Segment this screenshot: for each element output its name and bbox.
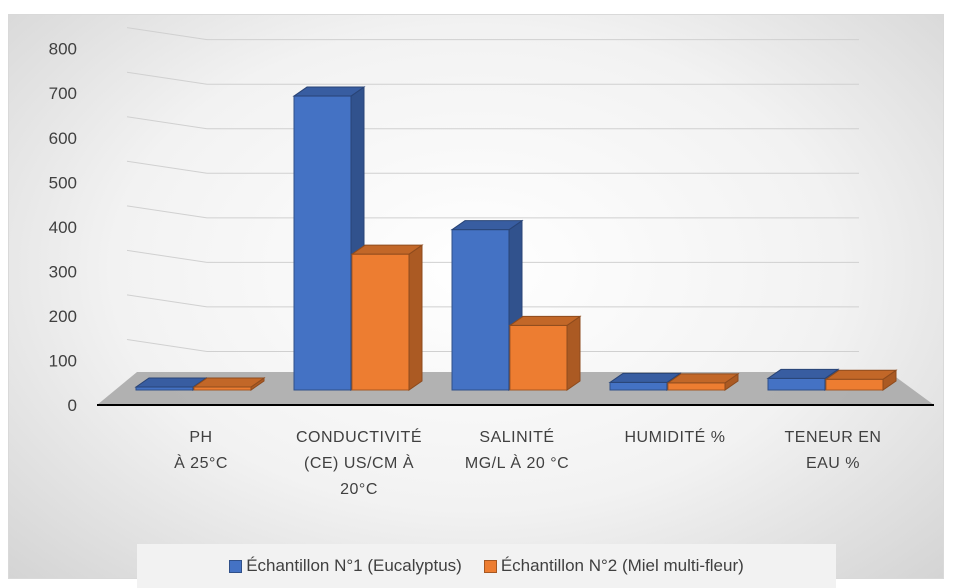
- legend-label-series-2: Échantillon N°2 (Miel multi-fleur): [500, 556, 744, 575]
- bar-1-front: [767, 377, 826, 391]
- bar-1-top: [134, 377, 208, 388]
- gridline-diagonal: [126, 160, 208, 174]
- y-tick-label: 0: [68, 396, 77, 415]
- bar-1-top: [608, 372, 682, 383]
- bar-2-front: [351, 253, 410, 391]
- gridline-diagonal: [126, 71, 208, 85]
- chart-plot: 0 100 200 300 400 500 600 700 800 PH À 25°C CONDUCT…: [49, 27, 934, 498]
- bar-2-side: [408, 244, 423, 391]
- gridline-diagonal: [126, 27, 208, 41]
- gridline-diagonal: [126, 205, 208, 219]
- category-label-2: 20°C: [340, 481, 378, 498]
- category-label-2: CONDUCTIVITÉ: [296, 427, 422, 446]
- bar-2-top: [350, 244, 424, 255]
- chart-frame: 0 100 200 300 400 500 600 700 800 PH À 25°C CONDUCT…: [8, 14, 944, 588]
- bar-1-front: [609, 381, 668, 391]
- bar-2-front: [667, 382, 726, 391]
- gridline-diagonal: [126, 338, 208, 352]
- y-tick-label: 700: [49, 84, 77, 103]
- legend: Échantillon N°1 (Eucalyptus) Échantillon…: [137, 544, 836, 588]
- bar-2-top: [192, 377, 266, 388]
- bar-2-top: [824, 369, 898, 380]
- bar-2-front: [509, 324, 568, 391]
- bar-2-top: [508, 315, 582, 326]
- bar-1-front: [293, 95, 352, 391]
- y-tick-label: 600: [49, 129, 77, 148]
- legend-swatch-series-1: [229, 559, 243, 573]
- legend-entry-series-1: Échantillon N°1 (Eucalyptus): [229, 556, 462, 576]
- bar-2-front: [825, 378, 884, 391]
- category-label-3: MG/L À 20 °C: [465, 453, 569, 472]
- category-label-1: PH: [189, 429, 212, 446]
- bar-1-front: [451, 229, 510, 391]
- category-label-5: EAU %: [806, 455, 860, 472]
- category-label-2: (CE) US/CM À: [304, 453, 414, 472]
- y-tick-label: 300: [49, 262, 77, 281]
- bar-1-top: [292, 86, 366, 97]
- bar-1-top: [766, 368, 840, 379]
- gridline-diagonal: [126, 116, 208, 130]
- y-tick-label: 400: [49, 218, 77, 237]
- category-label-3: SALINITÉ: [479, 427, 554, 446]
- legend-swatch-series-2: [483, 559, 497, 573]
- y-tick-label: 800: [49, 40, 77, 59]
- gridline-diagonal: [126, 294, 208, 308]
- gridline-diagonal: [126, 249, 208, 263]
- legend-label-series-1: Échantillon N°1 (Eucalyptus): [246, 556, 462, 575]
- bar-2-top: [666, 373, 740, 384]
- legend-entry-series-2: Échantillon N°2 (Miel multi-fleur): [483, 556, 744, 576]
- y-tick-label: 200: [49, 307, 77, 326]
- category-label-4: HUMIDITÉ %: [625, 427, 726, 446]
- category-label-1: À 25°C: [174, 453, 228, 472]
- bar-2-side: [566, 315, 581, 391]
- y-tick-label: 500: [49, 173, 77, 192]
- bar-1-top: [450, 220, 524, 231]
- category-label-5: TENEUR EN: [785, 429, 882, 446]
- y-tick-label: 100: [49, 351, 77, 370]
